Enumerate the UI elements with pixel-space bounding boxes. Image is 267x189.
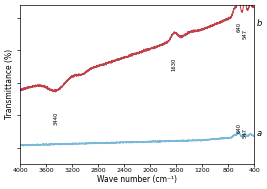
Y-axis label: Transmittance (%): Transmittance (%) bbox=[5, 49, 14, 119]
Text: 1630: 1630 bbox=[172, 58, 177, 71]
Text: 640: 640 bbox=[236, 22, 241, 33]
Text: a: a bbox=[257, 129, 262, 138]
Text: 640: 640 bbox=[236, 123, 241, 133]
X-axis label: Wave number (cm⁻¹): Wave number (cm⁻¹) bbox=[97, 175, 177, 184]
Text: 547: 547 bbox=[242, 128, 247, 138]
Text: 547: 547 bbox=[242, 29, 247, 39]
Text: b: b bbox=[257, 19, 262, 28]
Text: 3440: 3440 bbox=[54, 112, 59, 125]
